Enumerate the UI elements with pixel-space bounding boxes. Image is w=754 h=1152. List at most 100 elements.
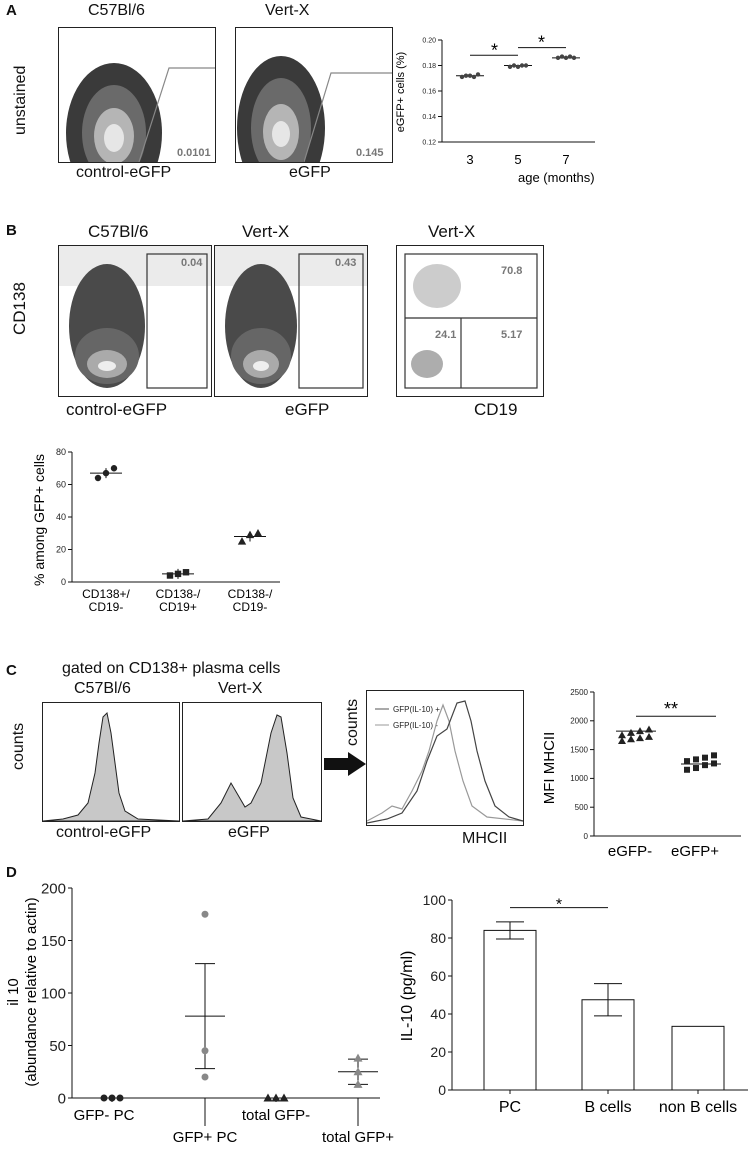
dl-point bbox=[116, 1094, 124, 1102]
c-sig-stars: ** bbox=[664, 699, 678, 719]
a-point bbox=[571, 55, 577, 61]
panel-letter-b: B bbox=[6, 222, 17, 239]
b-point bbox=[102, 469, 110, 477]
c-point bbox=[693, 765, 699, 772]
dr-ytick-label-5: 100 bbox=[423, 892, 447, 908]
a-xlabel: age (months) bbox=[518, 170, 595, 185]
dr-ytick-label-0: 0 bbox=[438, 1082, 446, 1098]
panel-letter-a: A bbox=[6, 2, 17, 19]
b-title-vertx2: Vert-X bbox=[428, 222, 476, 241]
a-ytick-label-3: 0.18 bbox=[422, 63, 436, 70]
b-xlabel-control: control-eGFP bbox=[66, 400, 168, 419]
a-point bbox=[567, 54, 573, 59]
dl-point bbox=[353, 1067, 363, 1076]
a-xtick-label-0: 3 bbox=[466, 152, 473, 167]
b-facs-vertx-density: 0.43 bbox=[215, 246, 367, 389]
c-point bbox=[627, 728, 635, 736]
b-ytick-label-2: 40 bbox=[56, 512, 66, 522]
c-hist-c57-curve bbox=[43, 711, 179, 821]
b-point bbox=[110, 465, 118, 472]
b-ytick-label-4: 80 bbox=[56, 447, 66, 457]
a-point bbox=[555, 55, 561, 61]
c-point bbox=[711, 752, 717, 759]
b-point bbox=[253, 529, 263, 537]
dl-point bbox=[201, 1047, 209, 1055]
c-point bbox=[618, 731, 626, 739]
c-xtick-label-1: eGFP+ bbox=[671, 843, 719, 860]
b-point bbox=[94, 474, 102, 482]
a-xlabel-control: control-eGFP bbox=[76, 164, 172, 181]
a-sig-star-1: * bbox=[491, 40, 498, 60]
dl-ytick-label-0: 0 bbox=[58, 1090, 66, 1107]
a-point bbox=[563, 55, 569, 61]
b-ytick-label-0: 0 bbox=[61, 577, 66, 587]
c-ytick-label-0: 0 bbox=[584, 832, 589, 841]
b-point bbox=[182, 569, 190, 576]
b-xtick-label-2: CD19- bbox=[233, 600, 268, 614]
b-facs-quadrant-plot: 70.8 24.1 5.17 bbox=[404, 253, 538, 389]
dr-bar-0 bbox=[483, 929, 537, 1091]
c-hist-vertx-curve bbox=[183, 714, 321, 821]
dl-point bbox=[279, 1093, 289, 1102]
a-point bbox=[459, 74, 465, 80]
dl-ytick-label-2: 100 bbox=[41, 985, 66, 1002]
b-quad-value-lowerright: 5.17 bbox=[501, 329, 522, 341]
dl-xtick-label-0: GFP- PC bbox=[74, 1107, 135, 1124]
a-ytick-label-0: 0.12 bbox=[422, 139, 436, 146]
b-title-c57: C57Bl/6 bbox=[88, 222, 149, 241]
b-facs-c57: 0.04 bbox=[58, 245, 212, 397]
chart-d-right-bar: 0 20 40 60 80 100 PC B cells non B cells * IL-10 (… bbox=[399, 892, 748, 1116]
c-title-vertx: Vert-X bbox=[218, 680, 263, 697]
b-ylabel: % among GFP+ cells bbox=[31, 454, 47, 586]
b-facs-quadrant: 70.8 24.1 5.17 bbox=[396, 245, 544, 397]
c-point bbox=[618, 736, 626, 744]
c-point bbox=[711, 760, 717, 767]
b-xlabel-cd19: CD19 bbox=[474, 400, 518, 419]
c-title-c57: C57Bl/6 bbox=[74, 680, 131, 697]
dr-ytick-label-1: 20 bbox=[430, 1044, 446, 1060]
b-xtick-label-2: CD138-/ bbox=[228, 587, 273, 601]
c-ytick-label-2: 1000 bbox=[570, 774, 588, 783]
dr-bar-2 bbox=[671, 1025, 725, 1091]
a-point bbox=[467, 73, 473, 78]
dl-point bbox=[263, 1093, 273, 1102]
a-ytick-label-2: 0.16 bbox=[422, 88, 436, 95]
a-point bbox=[519, 63, 525, 68]
dr-xtick-label-0: PC bbox=[499, 1099, 521, 1116]
a-ylabel: unstained bbox=[12, 65, 29, 135]
dl-point bbox=[100, 1094, 108, 1102]
a-ytick-label-1: 0.14 bbox=[422, 114, 436, 121]
c-xlabel-mhcii: MHCII bbox=[462, 830, 508, 847]
c-ytick-label-1: 500 bbox=[575, 803, 589, 812]
dr-ytick-label-4: 80 bbox=[430, 930, 446, 946]
b-xtick-label-0: CD19- bbox=[89, 600, 124, 614]
dl-ytick-label-1: 50 bbox=[49, 1038, 66, 1055]
c-point bbox=[636, 727, 644, 735]
c-ytick-label-3: 1500 bbox=[570, 745, 588, 754]
c-point bbox=[645, 725, 653, 733]
c-legend-pos: GFP(IL-10) + bbox=[393, 705, 440, 714]
dl-xtick-label-3: total GFP+ bbox=[322, 1129, 394, 1146]
c-ylabel-1: counts bbox=[10, 722, 27, 770]
b-point bbox=[237, 537, 247, 545]
dr-ylabel: IL-10 (pg/ml) bbox=[399, 951, 416, 1042]
a-sig-star-2: * bbox=[538, 33, 545, 53]
dl-point bbox=[353, 1079, 363, 1088]
c-hist-c57 bbox=[42, 702, 180, 822]
c-hist-overlay-curves: GFP(IL-10) + GFP(IL-10) - bbox=[367, 700, 523, 824]
a-title-vertx: Vert-X bbox=[265, 2, 310, 19]
dl-ylabel-1: il 10 bbox=[5, 978, 22, 1006]
dl-point bbox=[271, 1093, 281, 1102]
dl-point bbox=[108, 1094, 116, 1102]
b-facs-c57-density: 0.04 bbox=[59, 246, 211, 389]
b-xtick-label-0: CD138+/ bbox=[82, 587, 130, 601]
c-point bbox=[684, 758, 690, 765]
c-ylabel-2: counts bbox=[344, 698, 361, 746]
dl-xtick-label-2: total GFP- bbox=[242, 1107, 310, 1124]
b-facs-vertx: 0.43 bbox=[214, 245, 368, 397]
a-ytick-label-4: 0.20 bbox=[422, 37, 436, 44]
b-point bbox=[166, 572, 174, 579]
b-gate-value-vertx: 0.43 bbox=[335, 257, 356, 269]
a-facs-c57: 0.0101 bbox=[58, 27, 216, 163]
